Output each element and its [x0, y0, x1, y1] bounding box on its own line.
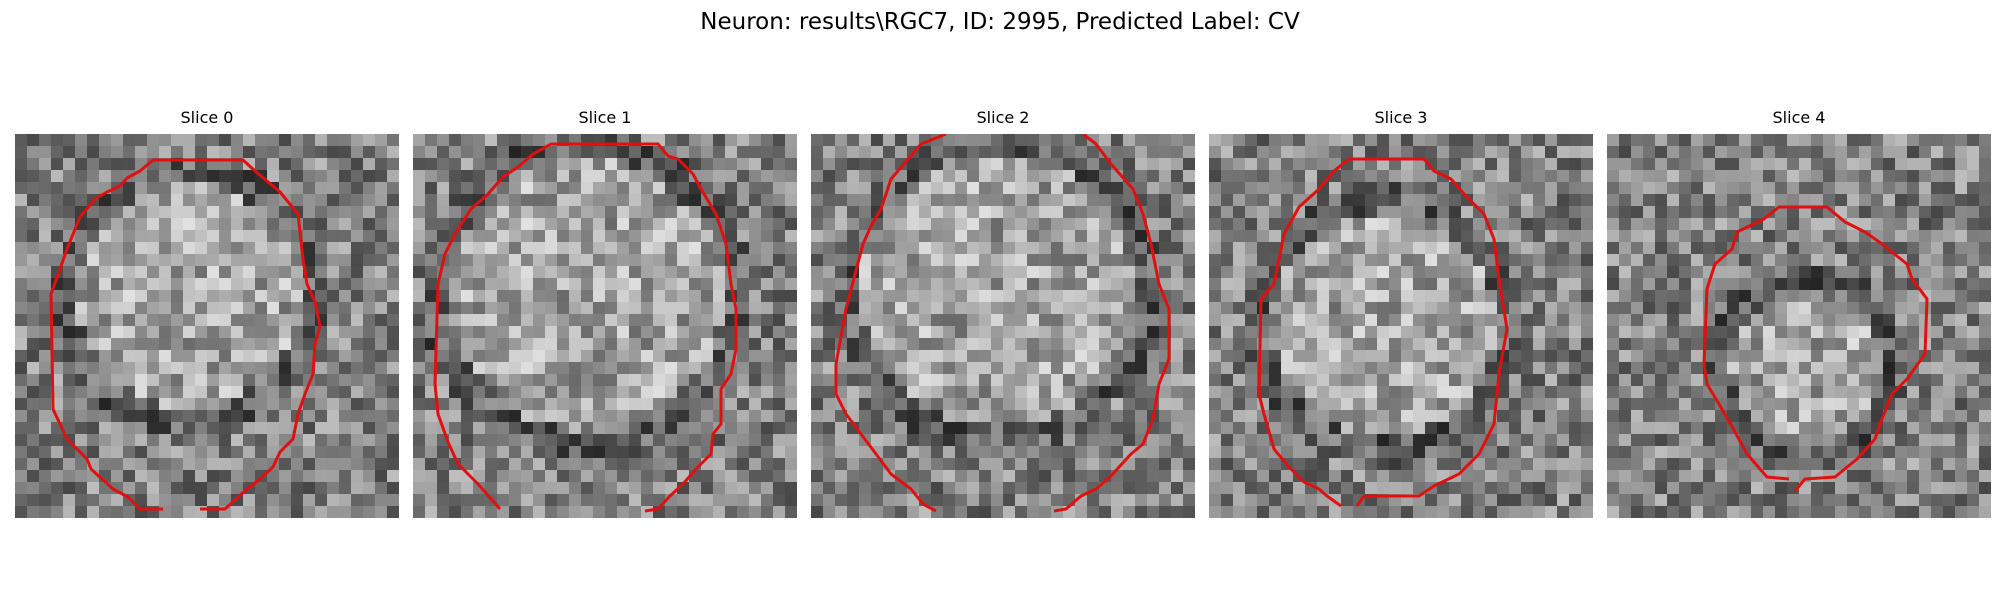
slice-title-3: Slice 3 [1374, 108, 1428, 127]
cell-contour-3 [1257, 157, 1509, 508]
slice-title-2: Slice 2 [976, 108, 1030, 127]
figure-title: Neuron: results\RGC7, ID: 2995, Predicte… [700, 9, 1300, 35]
slice-panel-2: Slice 2 [811, 108, 1195, 518]
slice-image-3 [1209, 134, 1593, 518]
cell-contour-2 [834, 134, 947, 513]
contour-overlay-4 [1702, 205, 1929, 492]
cell-contour-0 [49, 158, 322, 511]
slice-image-1 [413, 134, 797, 518]
slice-panel-1: Slice 1 [413, 108, 797, 518]
slice-panel-4: Slice 4 [1607, 108, 1991, 518]
slice-panel-0: Slice 0 [15, 108, 399, 518]
slice-image-0 [15, 134, 399, 518]
contour-overlay-2 [834, 134, 1171, 513]
contour-overlay-3 [1257, 157, 1509, 508]
contour-overlay-1 [433, 142, 738, 513]
cell-contour-4 [1702, 205, 1929, 492]
cell-contour-2b [1053, 134, 1171, 513]
slice-title-4: Slice 4 [1772, 108, 1826, 127]
slice-title-0: Slice 0 [180, 108, 234, 127]
slice-panel-3: Slice 3 [1209, 108, 1593, 518]
slice-title-1: Slice 1 [578, 108, 632, 127]
contour-overlay-0 [49, 158, 322, 511]
cell-contour-1 [433, 142, 738, 513]
